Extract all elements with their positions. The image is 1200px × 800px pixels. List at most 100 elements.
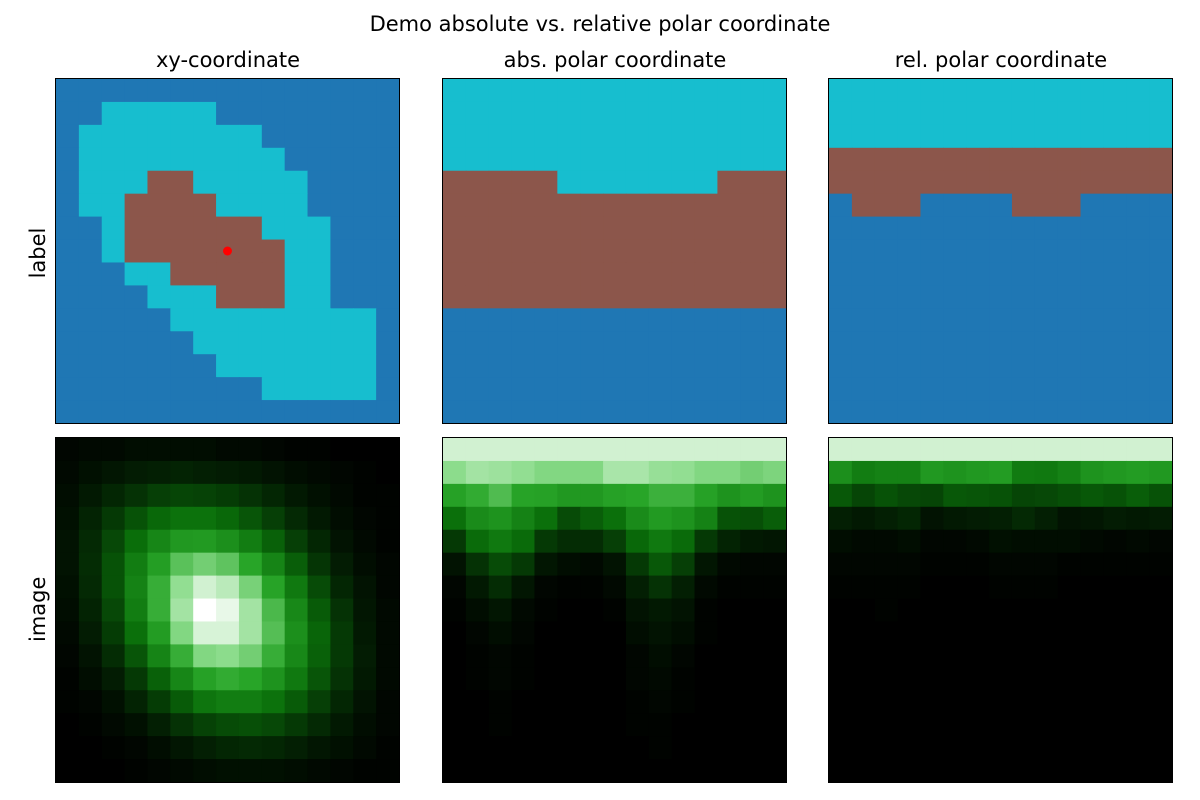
heatmap-cell [488, 552, 513, 577]
heatmap-cell [829, 262, 853, 286]
heatmap-cell [534, 239, 558, 264]
heatmap-cell [124, 285, 149, 309]
heatmap-cell [307, 460, 331, 485]
heatmap-cell [966, 377, 990, 401]
heatmap-cell [56, 262, 80, 286]
heatmap-cell [1057, 79, 1082, 103]
heatmap-cell [193, 713, 217, 737]
heatmap-cell [443, 124, 467, 149]
heatmap-cell [238, 354, 263, 378]
heatmap-cell [1080, 101, 1104, 126]
heatmap-cell [376, 552, 399, 577]
heatmap-cell [1149, 170, 1172, 195]
heatmap-cell [897, 438, 922, 462]
heatmap-cell [376, 354, 399, 378]
heatmap-cell [216, 262, 240, 286]
heatmap-cell [534, 285, 558, 309]
heatmap-cell [557, 483, 581, 508]
heatmap-cell [534, 506, 558, 531]
heatmap-cell [307, 193, 331, 218]
heatmap-cell [1149, 101, 1172, 126]
heatmap-cell [56, 147, 80, 172]
heatmap-cell [261, 483, 286, 508]
heatmap-cell [78, 713, 103, 737]
heatmap-cell [851, 759, 876, 782]
heatmap-cell [284, 79, 309, 103]
heatmap-cell [557, 124, 581, 149]
heatmap-cell [943, 575, 967, 600]
heatmap-cell [353, 79, 377, 103]
heatmap-cell [78, 285, 103, 309]
heatmap-cell [1011, 552, 1036, 577]
heatmap-cell [1126, 400, 1150, 423]
heatmap-cell [488, 400, 513, 423]
heatmap-cell [511, 736, 536, 760]
heatmap-cell [284, 170, 309, 195]
heatmap-cell [557, 285, 581, 309]
heatmap-cell [1011, 598, 1036, 623]
heatmap-cell [717, 331, 741, 355]
heatmap-cell [1034, 147, 1059, 172]
heatmap-cell [376, 438, 399, 462]
heatmap-cell [488, 354, 513, 378]
heatmap-cell [284, 193, 309, 218]
panel-image-xy [55, 437, 400, 783]
heatmap-cell [580, 79, 604, 103]
heatmap-cell [216, 460, 240, 485]
heatmap-cell [920, 216, 944, 241]
heatmap-cell [330, 331, 354, 355]
heatmap-cell [56, 690, 80, 714]
heatmap-cell [1011, 644, 1036, 668]
heatmap-cell [193, 438, 217, 462]
heatmap-cell [966, 79, 990, 103]
heatmap-cell [124, 460, 149, 485]
heatmap-cell [580, 506, 604, 531]
heatmap-cell [465, 170, 490, 195]
heatmap-cell [511, 285, 536, 309]
heatmap-cell [874, 506, 899, 531]
heatmap-cell [330, 621, 354, 645]
heatmap-cell [1126, 262, 1150, 286]
heatmap-cell [511, 438, 536, 462]
heatmap-cell [625, 713, 650, 737]
heatmap-cell [966, 529, 990, 554]
heatmap-cell [851, 644, 876, 668]
heatmap-cell [557, 400, 581, 423]
heatmap-cell [763, 101, 786, 126]
heatmap-cell [966, 690, 990, 714]
heatmap-cell [1080, 529, 1104, 554]
heatmap-cell [897, 575, 922, 600]
heatmap-cell [603, 216, 627, 241]
heatmap-cell [874, 598, 899, 623]
heatmap-cell [829, 377, 853, 401]
heatmap-cell [465, 575, 490, 600]
heatmap-cell [284, 736, 309, 760]
heatmap-cell [580, 101, 604, 126]
heatmap-cell [147, 506, 171, 531]
heatmap-cell [307, 147, 331, 172]
heatmap-image-abs-polar [443, 438, 786, 782]
heatmap-cell [694, 308, 718, 332]
heatmap-cell [1034, 377, 1059, 401]
heatmap-cell [330, 193, 354, 218]
heatmap-cell [216, 308, 240, 332]
heatmap-cell [284, 438, 309, 462]
heatmap-cell [216, 331, 240, 355]
heatmap-cell [511, 690, 536, 714]
heatmap-cell [1126, 354, 1150, 378]
heatmap-cell [1011, 124, 1036, 149]
heatmap-cell [534, 621, 558, 645]
heatmap-cell [851, 285, 876, 309]
heatmap-cell [1149, 193, 1172, 218]
heatmap-cell [763, 400, 786, 423]
heatmap-cell [874, 713, 899, 737]
heatmap-cell [966, 354, 990, 378]
heatmap-cell [920, 598, 944, 623]
heatmap-cell [1103, 552, 1127, 577]
heatmap-cell [534, 759, 558, 782]
heatmap-cell [694, 79, 718, 103]
heatmap-cell [376, 331, 399, 355]
heatmap-cell [443, 239, 467, 264]
heatmap-cell [648, 124, 673, 149]
heatmap-cell [943, 529, 967, 554]
